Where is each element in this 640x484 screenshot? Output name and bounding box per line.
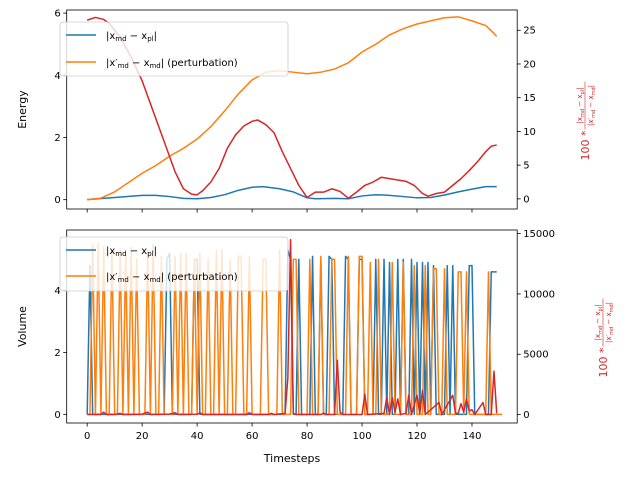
volume-legend: |xmd − xpl| |x′md − xmd| (perturbation) xyxy=(59,236,289,292)
volume-x-axis: 0 20 40 60 80 100 120 140 xyxy=(84,423,482,442)
series-group xyxy=(86,16,498,201)
x-tick-label: 40 xyxy=(191,431,204,442)
left-tick-label: 2 xyxy=(54,133,60,144)
right-tick-label: 20 xyxy=(523,59,536,70)
x-tick-label: 120 xyxy=(407,431,426,442)
left-tick-label: 4 xyxy=(54,286,60,297)
series-line-3 xyxy=(87,238,498,416)
legend-label-series2: |x′md − xmd| (perturbation) xyxy=(106,58,238,70)
volume-axes-frame xyxy=(66,229,518,424)
right-tick-label: 0 xyxy=(523,194,529,205)
energy-axes-frame xyxy=(66,9,518,210)
energy-right-axis-label: 100 * |xmd − xpl| |x′md − xmd| xyxy=(576,81,597,161)
energy-x-axis xyxy=(86,209,473,213)
x-tick-label: 100 xyxy=(352,431,371,442)
x-tick-label: 140 xyxy=(462,431,481,442)
left-tick-label: 6 xyxy=(54,9,60,20)
x-tick-label: 20 xyxy=(136,431,149,442)
left-tick-label: 0 xyxy=(54,410,60,421)
right-tick-label: 10000 xyxy=(523,289,555,300)
volume-x-axis-label: Timesteps xyxy=(263,452,321,465)
volume-plot-area xyxy=(86,238,503,416)
volume-right-label-prefix: 100 * xyxy=(597,347,610,377)
volume-right-axis-label: 100 * |xmd − xpl| |x′md − xmd| xyxy=(594,298,615,378)
left-tick-label: 4 xyxy=(54,71,60,82)
volume-right-label-numerator: |xmd − xpl| xyxy=(594,305,604,341)
right-tick-label: 10 xyxy=(523,127,536,138)
energy-right-axis: 0 5 10 15 20 25 xyxy=(517,26,536,205)
volume-right-axis: 0 5000 10000 15000 xyxy=(517,229,555,421)
left-tick-label: 2 xyxy=(54,348,60,359)
left-tick-label: 0 xyxy=(54,195,60,206)
energy-legend: |xmd − xpl| |x′md − xmd| (perturbation) xyxy=(59,21,289,77)
volume-panel: 0 2 4 0 5000 10000 15000 0 20 40 60 80 100 120 140 V… xyxy=(16,229,615,465)
series-line-3 xyxy=(86,16,497,199)
x-tick-label: 80 xyxy=(301,431,314,442)
volume-legend-frame xyxy=(59,236,289,292)
energy-panel: 0 2 4 6 0 5 10 15 20 25 Energy 100 * |xmd − xpl|… xyxy=(16,9,597,213)
energy-y-axis-label: Energy xyxy=(16,90,29,129)
x-tick-label: 0 xyxy=(84,431,90,442)
energy-right-label-prefix: 100 * xyxy=(579,130,592,160)
volume-right-label-denominator: |x′md − xmd| xyxy=(605,302,615,343)
legend-label-series2: |x′md − xmd| (perturbation) xyxy=(106,272,238,284)
energy-right-label-numerator: |xmd − xpl| xyxy=(576,88,586,124)
series-group xyxy=(86,238,503,416)
right-tick-label: 15 xyxy=(523,93,536,104)
right-tick-label: 5 xyxy=(523,161,529,172)
series-line-2 xyxy=(87,16,498,201)
x-tick-label: 60 xyxy=(246,431,259,442)
volume-y-axis-label: Volume xyxy=(16,306,29,347)
right-tick-label: 0 xyxy=(523,410,529,421)
energy-plot-area xyxy=(86,16,498,201)
right-tick-label: 25 xyxy=(523,26,536,37)
energy-legend-frame xyxy=(59,21,289,77)
right-tick-label: 15000 xyxy=(523,229,555,240)
energy-right-label-denominator: |x′md − xmd| xyxy=(587,85,597,126)
right-tick-label: 5000 xyxy=(523,350,548,361)
